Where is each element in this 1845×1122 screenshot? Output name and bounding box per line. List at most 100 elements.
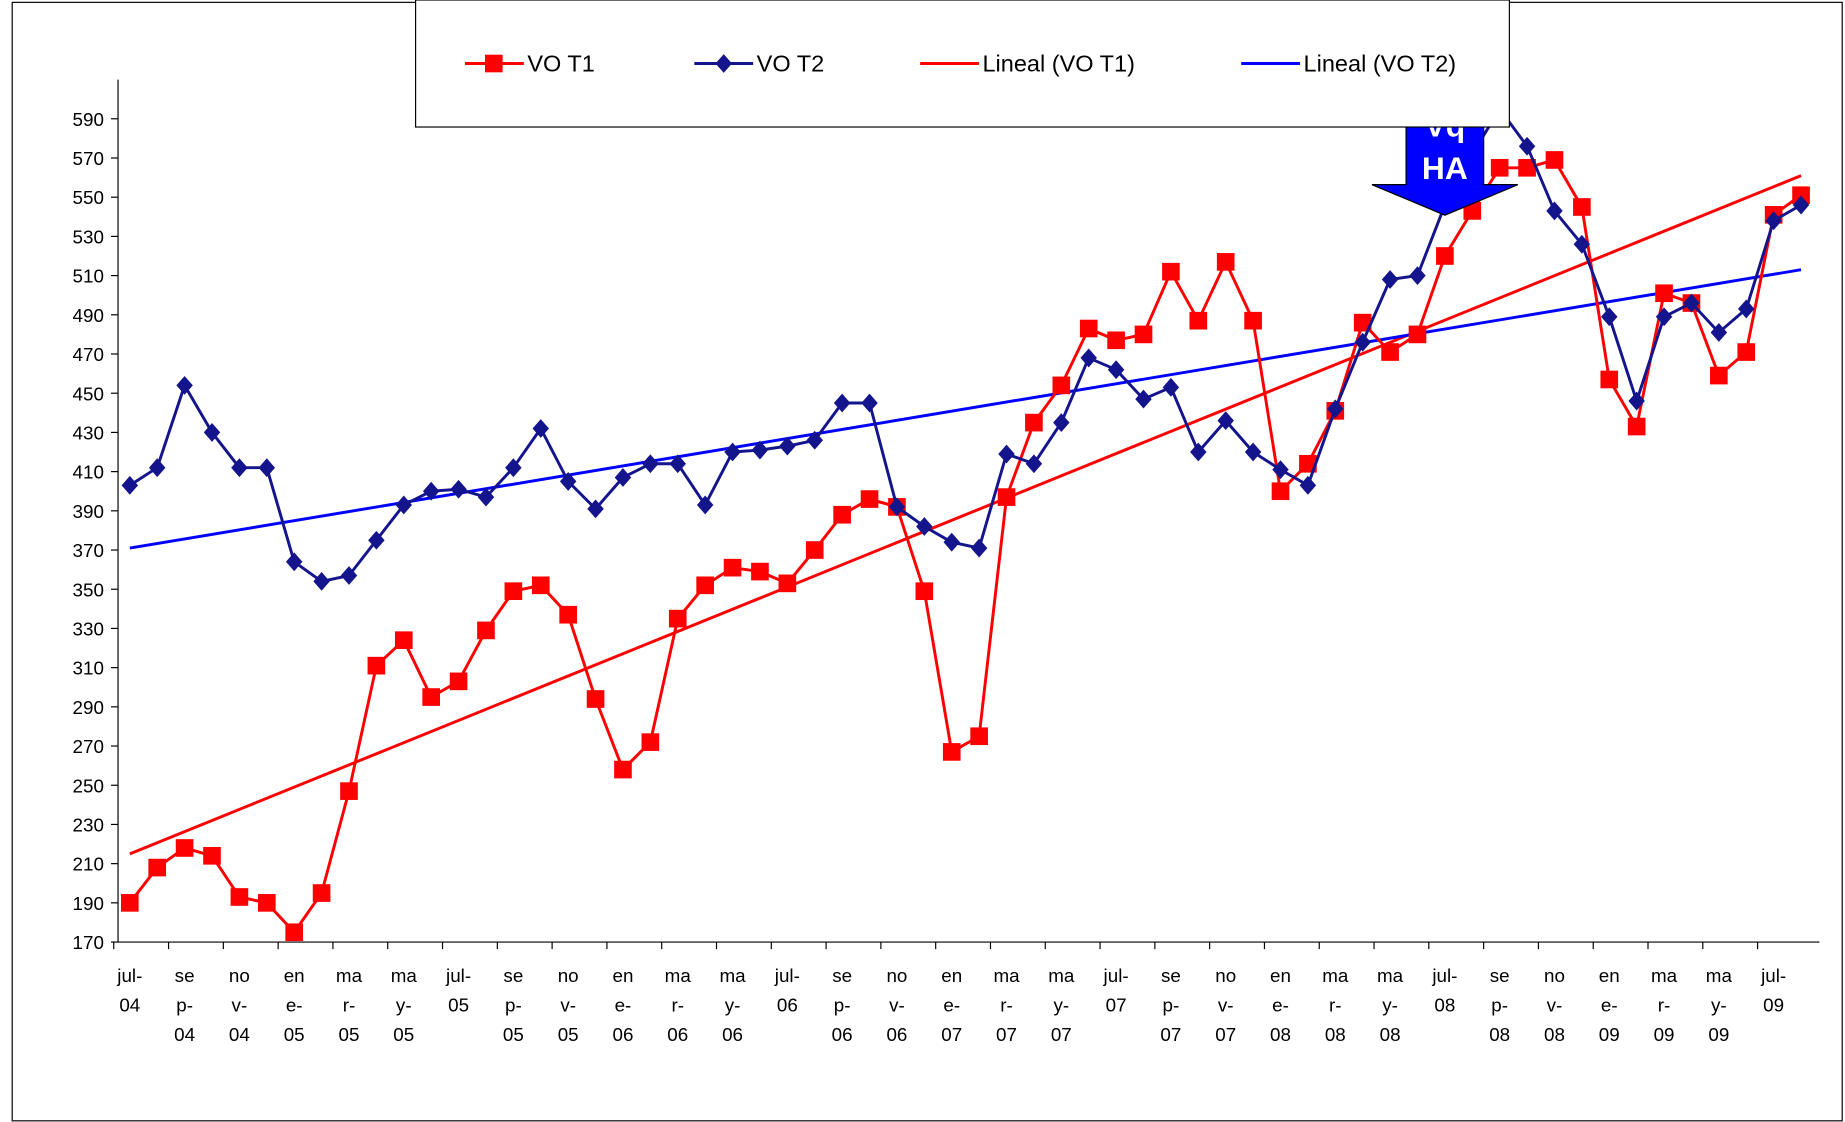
x-tick-label: ma y-09 [1706,965,1733,1045]
y-tick-label: 470 [73,344,104,365]
y-tick-label: 490 [73,305,104,326]
marker-square [148,858,167,877]
y-tick-label: 250 [73,775,104,796]
marker-square [394,631,413,650]
marker-diamond [998,444,1015,464]
marker-diamond [121,475,139,495]
marker-diamond [642,454,659,474]
marker-diamond [505,458,522,478]
y-tick-label: 270 [73,736,104,757]
x-tick-label: se p-07 [1160,965,1181,1045]
x-tick-label: ma y-06 [719,965,746,1045]
marker-square [833,505,851,524]
marker-diamond [176,375,193,395]
marker-diamond [1409,266,1426,286]
marker-square [915,582,934,601]
x-tick-label: se p-05 [503,965,524,1045]
legend-label: Lineal (VO T1) [982,51,1134,77]
marker-square [997,488,1016,506]
marker-diamond [1601,307,1618,327]
marker-diamond [231,458,248,478]
marker-square [1381,343,1399,361]
marker-square [504,582,523,601]
y-tick-label: 590 [73,109,104,130]
x-tick-label: jul-08 [1431,965,1457,1015]
x-tick-label: en e-09 [1599,965,1620,1045]
marker-square [1737,343,1756,361]
marker-square [1052,376,1071,395]
marker-diamond [696,495,714,515]
x-tick-label: no v-06 [886,965,907,1045]
marker-diamond [1107,360,1125,380]
marker-square [614,760,632,779]
marker-diamond [1792,195,1810,215]
marker-square [559,605,577,624]
y-tick-label: 210 [73,854,104,875]
y-tick-label: 330 [73,618,104,639]
marker-square [531,576,550,595]
marker-square [1353,313,1372,332]
marker-square [1545,151,1564,169]
x-tick-label: jul-06 [774,965,800,1015]
marker-square [312,884,331,902]
legend-label: VO T1 [527,51,595,77]
y-tick-label: 370 [73,540,104,561]
x-tick-label: ma y-05 [391,965,418,1045]
marker-diamond [340,566,358,585]
marker-diamond [1573,234,1591,254]
marker-square [1408,325,1427,344]
marker-diamond [1655,307,1673,327]
legend-marker [484,54,503,73]
marker-diamond [450,479,467,499]
marker-square [1436,247,1454,265]
marker-square [285,923,304,942]
marker-diamond [313,571,330,591]
marker-diamond [861,393,878,413]
x-tick-label: no v-04 [229,965,250,1045]
marker-diamond [477,487,495,507]
marker-square [1600,370,1619,389]
marker-diamond [1135,389,1152,409]
marker-square [203,846,221,865]
marker-square [1271,482,1290,501]
marker-square [860,490,879,508]
marker-square [1792,186,1810,205]
y-tick-label: 350 [73,579,104,600]
marker-square [641,733,660,751]
marker-diamond [916,517,933,536]
x-tick-label: en e-08 [1270,965,1291,1045]
marker-diamond [669,454,686,474]
marker-diamond [1162,377,1180,397]
marker-square [175,839,194,857]
marker-square [1710,366,1728,385]
marker-diamond [1738,299,1755,319]
marker-square [340,782,358,800]
trend-line [129,268,1802,550]
marker-diamond [724,442,741,462]
marker-diamond [1217,411,1234,431]
x-tick-label: no v-07 [1215,965,1236,1045]
x-tick-label: ma r-06 [665,965,692,1045]
marker-square [668,609,687,628]
marker-square [1299,454,1317,473]
marker-diamond [1683,293,1700,313]
x-tick-label: ma r-07 [993,965,1020,1045]
marker-diamond [368,530,385,550]
marker-square [751,562,769,581]
marker-square [1490,158,1509,177]
marker-square [1216,253,1235,271]
legend-label: VO T2 [757,51,825,77]
marker-square [257,894,276,912]
x-tick-label: en e-05 [284,965,305,1045]
marker-square [367,656,386,675]
marker-diamond [1272,460,1289,480]
marker-diamond [943,532,960,552]
marker-square [696,576,714,595]
marker-square [120,894,139,912]
marker-diamond [395,495,413,515]
marker-diamond [1299,475,1317,495]
marker-diamond [1080,348,1097,368]
marker-diamond [1381,270,1399,289]
y-tick-label: 290 [73,697,104,718]
